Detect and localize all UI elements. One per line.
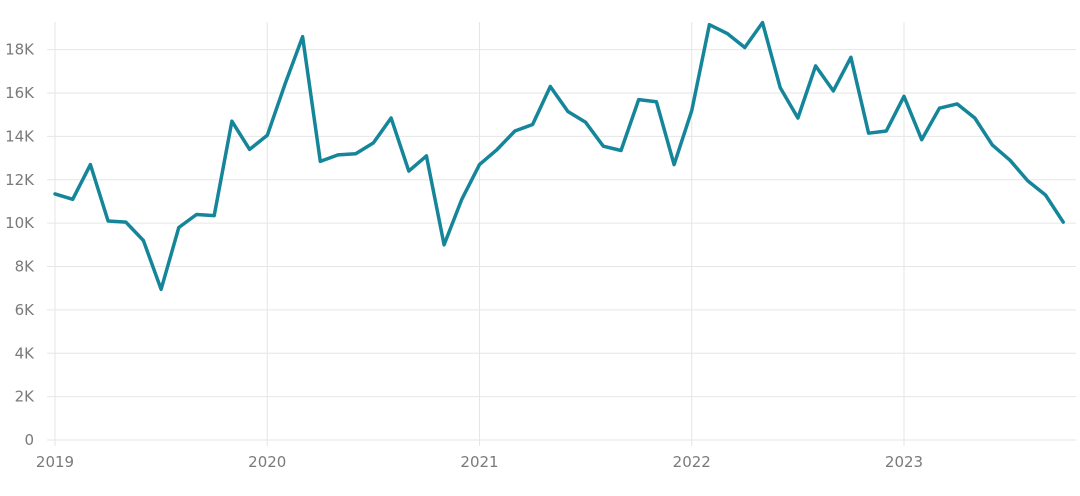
- x-tick-label: 2022: [673, 453, 711, 471]
- y-tick-label: 4K: [15, 344, 36, 362]
- y-tick-label: 2K: [15, 388, 36, 406]
- y-tick-label: 8K: [15, 258, 36, 276]
- y-tick-label: 12K: [5, 171, 35, 189]
- x-tick-label: 2021: [460, 453, 498, 471]
- x-tick-label: 2023: [885, 453, 923, 471]
- x-tick-label: 2019: [36, 453, 74, 471]
- y-tick-label: 16K: [5, 84, 35, 102]
- series-line: [53, 20, 1065, 292]
- y-tick-label: 6K: [15, 301, 36, 319]
- horizontal-gridlines: [47, 49, 1076, 441]
- x-tick-label: 2020: [248, 453, 286, 471]
- series-group: [53, 20, 1065, 292]
- y-tick-label: 0: [24, 431, 34, 449]
- x-axis-tick-labels: 2019 2020 2021 2022 2023: [36, 453, 923, 471]
- vertical-gridlines: [54, 22, 905, 446]
- y-axis-tick-labels: 0 2K 4K 6K 8K 10K 12K 14K 16K 18K: [5, 41, 35, 449]
- y-tick-label: 10K: [5, 214, 35, 232]
- y-tick-label: 14K: [5, 127, 35, 145]
- y-tick-label: 18K: [5, 41, 35, 59]
